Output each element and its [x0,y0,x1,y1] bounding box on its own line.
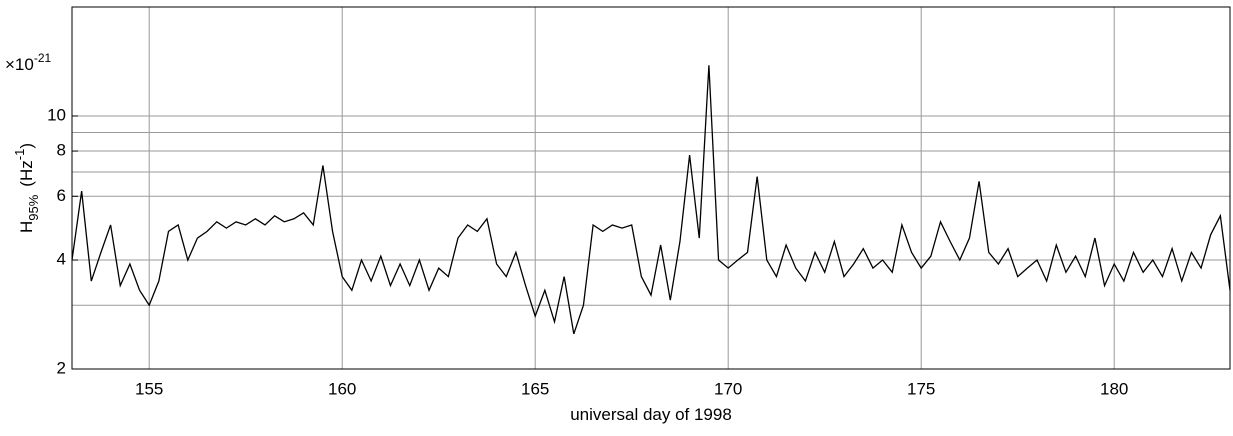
data-line [71,65,1231,335]
y-label-power: -1 [12,149,27,161]
y-label-main: H [17,221,36,233]
x-tick-label: 160 [328,379,356,398]
y-tick-label: 4 [57,250,66,269]
y-label-sub: 95% [26,194,41,220]
exponent-power: -21 [34,51,52,65]
plot-frame [71,6,1231,370]
y-label-unit: (Hz [17,160,36,186]
x-tick-label: 180 [1100,379,1128,398]
x-tick-label: 165 [521,379,549,398]
y-tick-label: 2 [57,358,66,377]
y-axis-label: H95% (Hz-1) [12,143,41,233]
x-axis-label: universal day of 1998 [570,405,732,424]
y-tick-label: 8 [57,141,66,160]
exponent-label: ×10-21 [5,51,52,74]
y-tick-label: 10 [47,105,66,124]
x-tick-label: 170 [714,379,742,398]
y-label-close: ) [17,143,36,149]
exponent-base: ×10 [5,55,34,74]
y-tick-label: 6 [57,186,66,205]
x-tick-label: 155 [135,379,163,398]
x-tick-label: 175 [907,379,935,398]
